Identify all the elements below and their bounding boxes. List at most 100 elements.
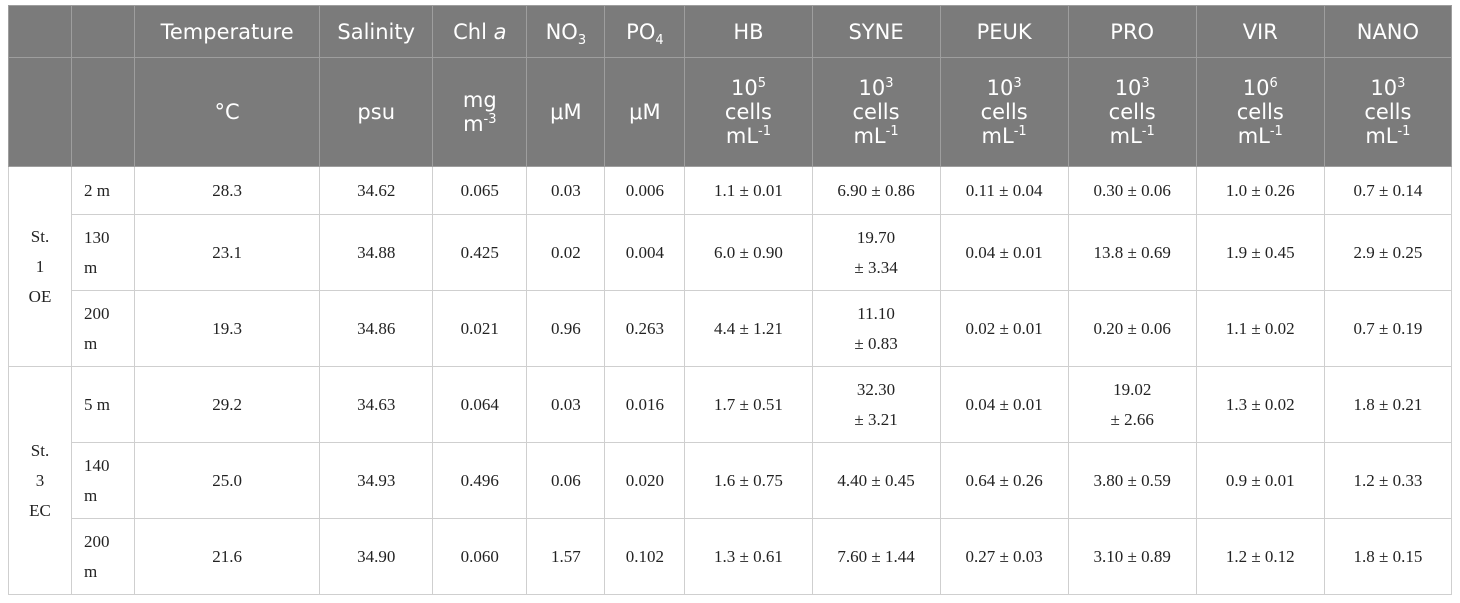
unit-po4: μM [604, 57, 686, 167]
value-cell: 0.7 ± 0.19 [1323, 290, 1453, 367]
value-cell: 32.30 ± 3.21 [811, 366, 941, 443]
value-cell: 3.10 ± 0.89 [1067, 518, 1197, 595]
station-label: St. 3 EC [7, 366, 73, 595]
value-cell: 6.90 ± 0.86 [811, 166, 941, 215]
table-row: 200 m 21.6 34.90 0.060 1.57 0.102 1.3 ± 0.61 7.6… [9, 518, 1453, 595]
value-cell: 34.63 [319, 366, 434, 443]
value-cell: 34.86 [319, 290, 434, 367]
value-cell: 4.40 ± 0.45 [811, 442, 941, 519]
value-cell: 11.10 ± 0.83 [811, 290, 941, 367]
depth-cell: 130 m [71, 214, 136, 291]
value-cell: 28.3 [134, 166, 321, 215]
value-cell: 34.62 [319, 166, 434, 215]
value-cell: 1.3 ± 0.02 [1195, 366, 1325, 443]
value-cell: 6.0 ± 0.90 [684, 214, 813, 291]
unit-chl: mg m-3 [432, 57, 528, 167]
value-cell: 0.496 [432, 442, 528, 519]
value-cell: 0.263 [604, 290, 686, 367]
unit-pro: 103 cells mL-1 [1067, 57, 1197, 167]
corner-cell [7, 57, 73, 167]
value-cell: 0.425 [432, 214, 528, 291]
unit-no3: μM [526, 57, 606, 167]
value-cell: 29.2 [134, 366, 321, 443]
value-cell: 0.27 ± 0.03 [939, 518, 1069, 595]
value-cell: 34.88 [319, 214, 434, 291]
unit-salinity: psu [319, 57, 434, 167]
value-cell: 23.1 [134, 214, 321, 291]
value-cell: 0.020 [604, 442, 686, 519]
table-header: Temperature Salinity Chl a NO3 PO4 HB SY… [7, 5, 1453, 167]
value-cell: 7.60 ± 1.44 [811, 518, 941, 595]
value-cell: 0.06 [526, 442, 606, 519]
value-cell: 1.2 ± 0.12 [1195, 518, 1325, 595]
value-cell: 0.064 [432, 366, 528, 443]
depth-cell: 2 m [71, 166, 136, 215]
col-header-hb: HB [684, 5, 813, 58]
value-cell: 3.80 ± 0.59 [1067, 442, 1197, 519]
value-cell: 21.6 [134, 518, 321, 595]
col-header-temperature: Temperature [134, 5, 321, 58]
station-label: St. 1 OE [7, 166, 73, 367]
unit-temperature: °C [134, 57, 321, 167]
data-table: Temperature Salinity Chl a NO3 PO4 HB SY… [7, 5, 1453, 595]
value-cell: 1.0 ± 0.26 [1195, 166, 1325, 215]
value-cell: 0.64 ± 0.26 [939, 442, 1069, 519]
value-cell: 0.11 ± 0.04 [939, 166, 1069, 215]
table-row: St. 1 OE 2 m 28.3 34.62 0.065 0.03 0.006 1.1 ± 0.… [7, 166, 1453, 367]
value-cell: 1.8 ± 0.21 [1323, 366, 1453, 443]
col-header-nano: NANO [1323, 5, 1453, 58]
depth-cell: 200 m [71, 518, 136, 595]
table-row: 130 m 23.1 34.88 0.425 0.02 0.004 6.0 ± 0.90 19.… [9, 214, 1453, 291]
value-cell: 1.1 ± 0.01 [684, 166, 813, 215]
col-header-pro: PRO [1067, 5, 1197, 58]
value-cell: 0.03 [526, 366, 606, 443]
value-cell: 0.021 [432, 290, 528, 367]
col-header-salinity: Salinity [319, 5, 434, 58]
depth-cell: 5 m [71, 366, 136, 443]
header-row-names: Temperature Salinity Chl a NO3 PO4 HB SY… [7, 5, 1453, 58]
value-cell: 1.6 ± 0.75 [684, 442, 813, 519]
value-cell: 34.93 [319, 442, 434, 519]
value-cell: 1.3 ± 0.61 [684, 518, 813, 595]
value-cell: 0.02 ± 0.01 [939, 290, 1069, 367]
table-body: St. 1 OE 2 m 28.3 34.62 0.065 0.03 0.006 1.1 ± 0.… [7, 166, 1453, 595]
unit-syne: 103 cells mL-1 [811, 57, 941, 167]
col-header-chl: Chl a [432, 5, 528, 58]
col-header-syne: SYNE [811, 5, 941, 58]
value-cell: 19.02 ± 2.66 [1067, 366, 1197, 443]
table-row: 140 m 25.0 34.93 0.496 0.06 0.020 1.6 ± 0.75 4.4… [9, 442, 1453, 519]
corner-cell [7, 5, 73, 58]
value-cell: 1.9 ± 0.45 [1195, 214, 1325, 291]
value-cell: 1.2 ± 0.33 [1323, 442, 1453, 519]
col-header-po4: PO4 [604, 5, 686, 58]
value-cell: 0.02 [526, 214, 606, 291]
value-cell: 0.04 ± 0.01 [939, 214, 1069, 291]
value-cell: 0.30 ± 0.06 [1067, 166, 1197, 215]
col-header-no3: NO3 [526, 5, 606, 58]
value-cell: 1.57 [526, 518, 606, 595]
col-header-peuk: PEUK [939, 5, 1069, 58]
depth-cell: 200 m [71, 290, 136, 367]
depth-cell: 140 m [71, 442, 136, 519]
value-cell: 0.20 ± 0.06 [1067, 290, 1197, 367]
col-header-vir: VIR [1195, 5, 1325, 58]
value-cell: 0.03 [526, 166, 606, 215]
value-cell: 25.0 [134, 442, 321, 519]
header-row-units: °C psu mg m-3 μM μM 105 cells mL-1 103 cells m… [7, 57, 1453, 167]
unit-vir: 106 cells mL-1 [1195, 57, 1325, 167]
corner-cell [71, 5, 136, 58]
value-cell: 0.006 [604, 166, 686, 215]
value-cell: 0.96 [526, 290, 606, 367]
value-cell: 0.04 ± 0.01 [939, 366, 1069, 443]
value-cell: 0.060 [432, 518, 528, 595]
corner-cell [71, 57, 136, 167]
value-cell: 0.016 [604, 366, 686, 443]
value-cell: 19.3 [134, 290, 321, 367]
value-cell: 34.90 [319, 518, 434, 595]
value-cell: 1.8 ± 0.15 [1323, 518, 1453, 595]
value-cell: 1.7 ± 0.51 [684, 366, 813, 443]
value-cell: 2.9 ± 0.25 [1323, 214, 1453, 291]
value-cell: 0.9 ± 0.01 [1195, 442, 1325, 519]
unit-peuk: 103 cells mL-1 [939, 57, 1069, 167]
value-cell: 0.004 [604, 214, 686, 291]
